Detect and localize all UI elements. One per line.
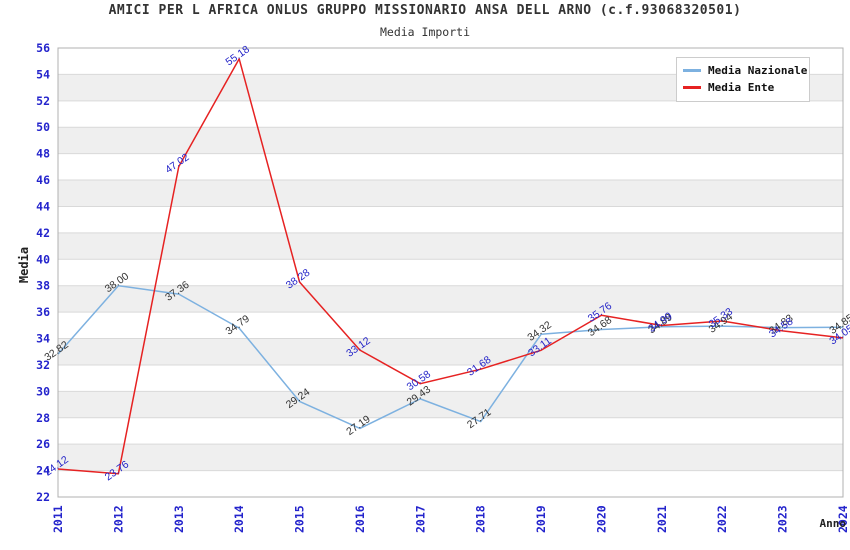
x-tick-label: 2012 xyxy=(111,505,125,533)
grid-band xyxy=(58,444,843,471)
x-tick-label: 2017 xyxy=(413,505,427,533)
legend-label: Media Ente xyxy=(708,81,775,94)
y-tick-label: 22 xyxy=(36,490,50,504)
chart-subtitle: Media Importi xyxy=(379,25,470,39)
y-tick-label: 32 xyxy=(36,358,50,372)
x-tick-label: 2018 xyxy=(474,505,488,533)
x-tick-label: 2014 xyxy=(232,505,246,533)
y-tick-label: 42 xyxy=(36,226,50,240)
series-line-media-nazionale xyxy=(57,284,844,430)
y-tick-label: 56 xyxy=(36,41,50,55)
y-tick-label: 40 xyxy=(36,252,50,266)
x-axis-title: Anno xyxy=(819,517,847,530)
grid-band xyxy=(58,180,843,207)
grid-band xyxy=(58,232,843,260)
y-tick-label: 50 xyxy=(36,120,50,134)
y-tick-label: 30 xyxy=(36,384,50,398)
plot-border xyxy=(57,47,844,498)
y-tick-label: 52 xyxy=(36,94,50,108)
x-tick-label: 2015 xyxy=(293,505,307,533)
x-tick-label: 2022 xyxy=(715,505,729,533)
y-tick-label: 24 xyxy=(36,464,50,478)
y-tick-label: 36 xyxy=(36,305,50,319)
y-tick-label: 54 xyxy=(36,67,50,81)
y-tick-label: 38 xyxy=(36,279,50,293)
y-tick-label: 26 xyxy=(36,437,50,451)
y-tick-label: 46 xyxy=(36,173,50,187)
grid-band xyxy=(58,285,843,313)
x-tick-label: 2011 xyxy=(51,505,65,533)
x-tick-label: 2020 xyxy=(594,505,608,533)
y-tick-label: 28 xyxy=(36,411,50,425)
legend-swatch-media-nazionale xyxy=(683,69,701,72)
x-tick-label: 2023 xyxy=(776,505,790,533)
grid-band xyxy=(58,338,843,365)
legend-swatch-media-ente xyxy=(683,86,701,89)
x-tick-label: 2024 xyxy=(836,505,850,533)
data-point-label: 34.99 xyxy=(646,310,675,335)
y-axis-title: Media xyxy=(17,246,32,284)
legend-item: Media Nazionale xyxy=(683,64,807,77)
y-tick-label: 48 xyxy=(36,147,50,161)
legend-label: Media Nazionale xyxy=(708,64,808,77)
grid-band xyxy=(58,127,843,154)
x-tick-label: 2016 xyxy=(353,505,367,533)
x-tick-label: 2013 xyxy=(172,505,186,533)
series-line-media-ente xyxy=(57,58,844,475)
legend: Media Nazionale Media Ente xyxy=(676,57,810,102)
legend-item: Media Ente xyxy=(683,81,803,94)
y-tick-label: 44 xyxy=(36,199,50,213)
grid-band xyxy=(58,391,843,418)
chart-title: AMICI PER L AFRICA ONLUS GRUPPO MISSIONA… xyxy=(108,3,742,18)
y-tick-label: 34 xyxy=(36,332,50,346)
data-point-label: 55.18 xyxy=(223,43,252,68)
data-point-label: 34.79 xyxy=(223,313,252,338)
x-tick-label: 2021 xyxy=(655,505,669,533)
x-tick-label: 2019 xyxy=(534,505,548,533)
